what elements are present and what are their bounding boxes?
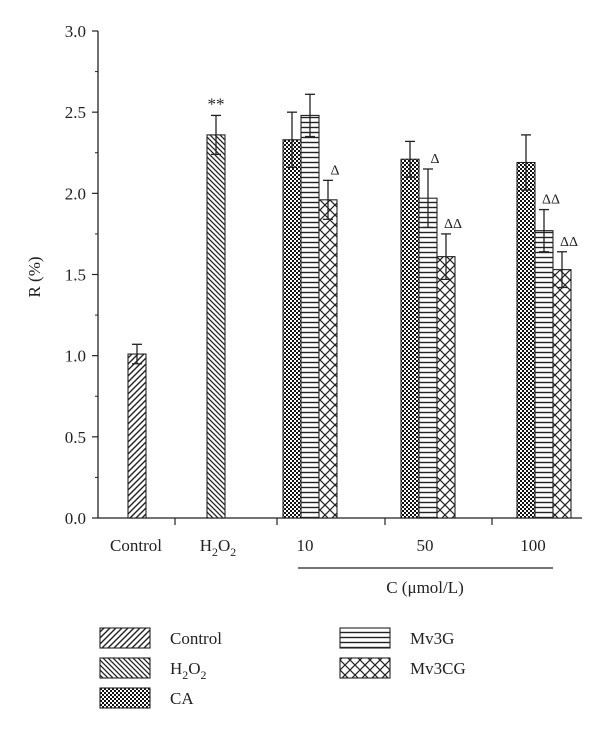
legend-swatch	[99, 627, 151, 649]
bar	[400, 158, 420, 519]
x-tick-label: 50	[417, 536, 434, 555]
y-tick-label: 1.0	[65, 347, 86, 366]
bar	[552, 269, 572, 519]
bar	[300, 114, 320, 519]
significance-mark: Δ	[430, 152, 439, 167]
x-tick-label: 10	[297, 536, 314, 555]
y-tick-label: 3.0	[65, 22, 86, 41]
bar	[318, 199, 338, 519]
legend-swatch	[339, 627, 391, 649]
bar	[534, 230, 554, 519]
x-tick-label: Control	[110, 536, 162, 555]
legend-swatch	[339, 657, 391, 679]
x-tick-label: H2O2	[200, 536, 237, 559]
bar	[418, 197, 438, 519]
legend-label: CA	[170, 689, 194, 708]
bar	[436, 256, 456, 519]
significance-mark: ΔΔ	[560, 235, 578, 250]
legend-label: Control	[170, 629, 222, 648]
significance-mark: Δ	[330, 163, 339, 178]
plot-area: 0.0 0.5 1.0 1.5 2.0 2.5 3.0 Control H2O2 10 50 100 *…	[65, 22, 582, 569]
significance-mark: ΔΔ	[444, 217, 462, 232]
legend-label: Mv3CG	[410, 659, 466, 678]
legend: Control Mv3G H2O2 Mv3CG CA	[99, 627, 466, 709]
y-tick-label: 2.0	[65, 184, 86, 203]
bar	[206, 134, 226, 519]
y-tick-label: 1.5	[65, 266, 86, 285]
y-tick-label: 0.5	[65, 428, 86, 447]
legend-swatch	[99, 687, 151, 709]
legend-label: H2O2	[170, 659, 207, 682]
y-tick-label: 2.5	[65, 103, 86, 122]
x-tick-label: 100	[520, 536, 546, 555]
legend-label: Mv3G	[410, 629, 454, 648]
bar	[282, 139, 302, 519]
significance-mark: ΔΔ	[542, 193, 560, 208]
x-axis-label: C (μmol/L)	[386, 578, 464, 597]
significance-mark: **	[208, 94, 225, 113]
legend-swatch	[99, 657, 151, 679]
bar	[516, 161, 536, 519]
y-tick-label: 0.0	[65, 509, 86, 528]
bar	[127, 353, 147, 519]
y-axis-label: R (%)	[25, 256, 44, 297]
